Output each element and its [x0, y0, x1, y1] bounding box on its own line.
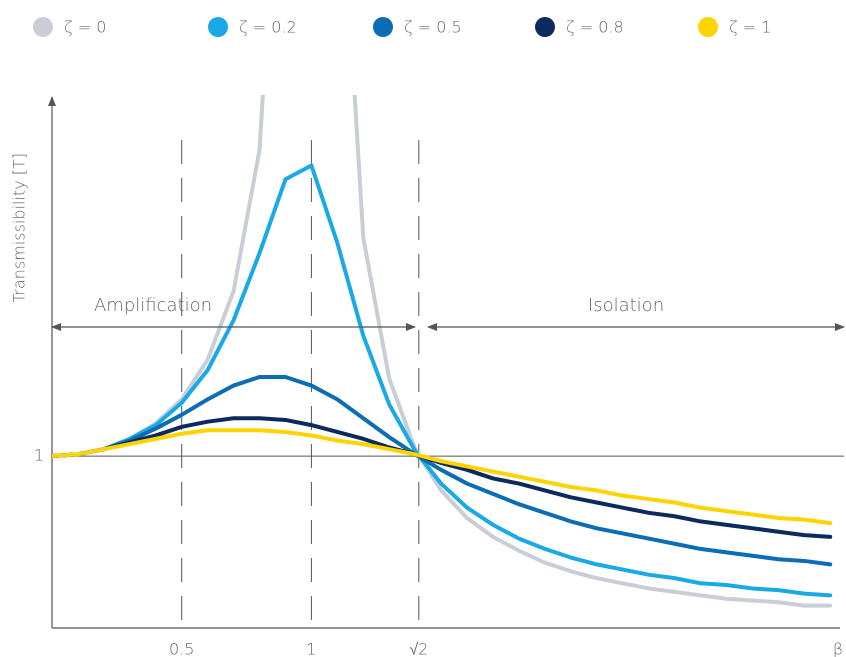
legend-label: ζ = 0.8: [566, 18, 624, 37]
legend-swatch: [535, 17, 555, 37]
series-line: [52, 374, 833, 567]
legend: ζ = 0 ζ = 0.2 ζ = 0.5 ζ = 0.8 ζ = 1: [33, 17, 771, 37]
x-axis-label: β: [833, 640, 843, 657]
legend-swatch: [698, 17, 718, 37]
legend-label: ζ = 0.2: [239, 18, 297, 37]
y-axis-label: Transmissibility [T]: [10, 153, 29, 303]
legend-swatch: [208, 17, 228, 37]
legend-swatch: [373, 17, 393, 37]
series-line: [52, 163, 833, 598]
legend-label: ζ = 0.5: [404, 18, 462, 37]
legend-label: ζ = 0: [64, 18, 106, 37]
annotation: Isolation: [588, 295, 664, 316]
annotation: Amplification: [94, 295, 212, 316]
plot-area: [52, 95, 833, 608]
legend-label: ζ = 1: [729, 18, 771, 37]
legend-swatch: [33, 17, 53, 37]
x-tick-label: √2: [409, 640, 428, 657]
x-tick-label: 1: [306, 640, 316, 657]
y-tick-label: 1: [34, 446, 44, 465]
grid: [52, 140, 844, 628]
x-tick-label: 0.5: [169, 640, 194, 657]
series-line: [52, 428, 833, 526]
